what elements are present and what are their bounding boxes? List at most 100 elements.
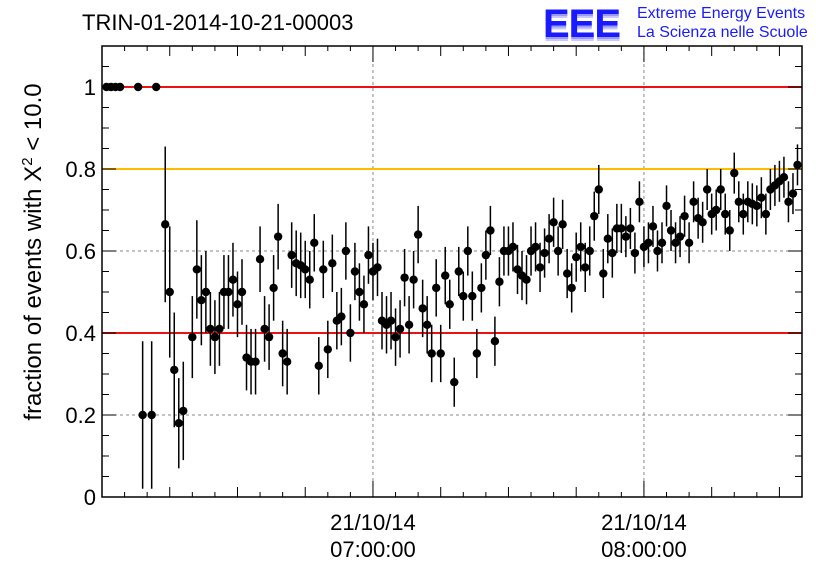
data-point	[454, 267, 463, 276]
data-point	[531, 242, 540, 252]
data-point	[680, 211, 689, 221]
data-point	[310, 238, 319, 247]
data-point	[404, 320, 414, 329]
data-point	[576, 242, 585, 252]
data-point	[630, 248, 640, 258]
data-point	[463, 246, 473, 256]
data-point	[206, 324, 215, 334]
data-point	[400, 273, 409, 282]
y-tick-label: 0	[84, 485, 96, 510]
data-point	[359, 300, 369, 309]
data-point	[188, 332, 197, 342]
data-point	[115, 82, 125, 92]
data-point	[269, 283, 278, 293]
data-point	[301, 265, 310, 274]
data-point	[675, 232, 685, 241]
data-point	[544, 234, 554, 243]
data-point	[558, 220, 567, 229]
data-point	[260, 324, 269, 334]
data-point	[255, 255, 265, 264]
data-point	[170, 365, 179, 375]
error-bars	[141, 144, 799, 489]
data-point	[635, 197, 644, 206]
data-point	[251, 357, 260, 366]
data-point	[702, 185, 712, 194]
y-axis-label: fraction of events with X2 < 10.0	[19, 83, 48, 421]
data-point	[282, 357, 292, 366]
data-point	[648, 222, 658, 231]
data-point	[165, 287, 174, 297]
data-point	[549, 218, 558, 227]
data-point	[603, 234, 613, 243]
data-point	[721, 209, 730, 219]
data-point	[264, 332, 274, 342]
data-point	[138, 410, 147, 420]
data-point	[757, 193, 766, 202]
data-point	[228, 275, 238, 284]
data-point	[590, 211, 599, 221]
data-point	[224, 287, 233, 297]
axis-ticks	[101, 46, 803, 498]
data-point	[684, 238, 694, 247]
data-point	[666, 226, 676, 235]
data-point	[567, 283, 576, 293]
data-point	[477, 283, 486, 293]
x-tick-label-time: 07:00:00	[330, 537, 416, 562]
y-axis-label-prefix: fraction of events with	[20, 181, 47, 421]
data-point	[273, 232, 283, 241]
data-point	[328, 259, 337, 268]
plot-frame	[101, 45, 803, 498]
data-point	[364, 250, 373, 260]
data-point	[513, 265, 522, 274]
x-tick-label-date: 21/10/14	[601, 510, 687, 535]
y-tick-label: 0.6	[65, 239, 96, 264]
tick-labels: 00.20.40.60.8121/10/1407:00:0021/10/1408…	[65, 75, 686, 562]
data-point	[151, 82, 161, 92]
eee-logo: EEE Extreme Energy Events La Scienza nel…	[543, 2, 833, 46]
data-point	[739, 209, 748, 219]
data-point	[395, 324, 405, 334]
data-point	[355, 287, 364, 297]
data-point	[571, 252, 581, 262]
data-point	[179, 406, 188, 416]
data-point	[626, 224, 635, 233]
data-point	[594, 185, 603, 194]
data-point	[305, 275, 314, 284]
data-point	[314, 361, 323, 370]
data-point	[793, 160, 802, 170]
data-point	[562, 269, 572, 278]
data-point	[490, 337, 500, 346]
y-tick-label: 0.4	[65, 321, 96, 346]
y-axis-label-suffix: < 10.0	[20, 83, 47, 158]
eee-logo-mark: EEE	[543, 2, 621, 46]
data-point	[201, 287, 211, 297]
data-point	[779, 173, 789, 182]
data-point	[508, 242, 518, 252]
data-point	[662, 201, 671, 211]
data-point	[481, 250, 491, 260]
data-point	[233, 300, 242, 309]
data-point	[337, 312, 346, 321]
data-point	[540, 248, 549, 258]
data-point	[716, 185, 725, 194]
data-point	[725, 226, 734, 235]
data-point	[323, 345, 333, 354]
data-point	[761, 209, 771, 219]
data-point	[278, 349, 287, 358]
data-point	[522, 275, 531, 284]
chart-title: TRIN-01-2014-10-21-00003	[82, 10, 354, 35]
data-point	[617, 224, 626, 233]
y-axis-label-exp: 2	[19, 157, 36, 166]
y-axis-label-chi: X	[20, 165, 47, 182]
data-point	[413, 230, 423, 239]
data-point	[553, 246, 563, 256]
data-point	[192, 265, 202, 274]
data-point	[147, 410, 156, 420]
data-point	[784, 197, 793, 206]
data-point	[495, 277, 504, 286]
x-tick-label-time: 08:00:00	[601, 537, 687, 562]
data-point	[644, 238, 653, 247]
data-point	[161, 220, 170, 229]
reference-lines	[102, 86, 802, 334]
